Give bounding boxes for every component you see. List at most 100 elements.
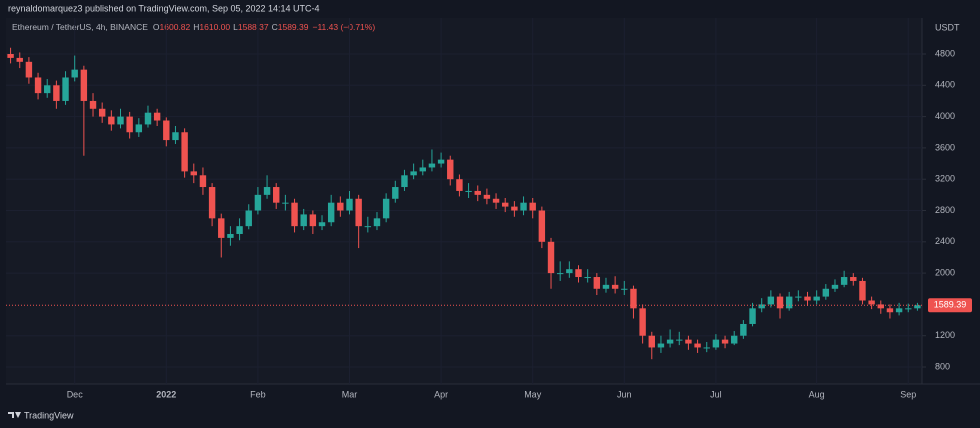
- candle-body: [428, 163, 436, 168]
- candle-body: [382, 198, 390, 219]
- candles: [7, 47, 921, 360]
- candle-body: [511, 206, 518, 211]
- candle-body: [813, 296, 820, 301]
- logo-icon: [8, 412, 21, 418]
- y-tick-label: 2800: [935, 205, 955, 215]
- candle-body: [859, 280, 866, 301]
- candle-body: [282, 202, 289, 204]
- candle-body: [263, 187, 271, 195]
- candle-body: [767, 296, 775, 305]
- candle-body: [401, 175, 408, 188]
- y-tick-label: 800: [935, 361, 950, 371]
- legend-key: O: [153, 22, 160, 32]
- candle-body: [318, 222, 326, 227]
- candle-body: [153, 112, 161, 121]
- x-tick-label: Sep: [900, 389, 916, 399]
- y-tick-label: 1200: [935, 330, 955, 340]
- candle-body: [694, 343, 701, 348]
- candle-body: [712, 339, 720, 348]
- candle-body: [483, 194, 491, 199]
- candle-body: [53, 85, 60, 101]
- candle-body: [785, 296, 793, 309]
- candle-body: [34, 77, 42, 94]
- candle-body: [740, 323, 747, 336]
- candle-body: [44, 85, 51, 94]
- x-tick-label: 2022: [156, 389, 176, 399]
- candle-body: [309, 214, 317, 227]
- legend-value: 1588.37: [238, 22, 269, 32]
- legend-change: −11.43 (−0.71%): [312, 22, 375, 32]
- legend-key: L: [233, 22, 238, 32]
- ohlc-legend: Ethereum / TetherUS, 4h, BINANCE O1600.82…: [12, 22, 375, 32]
- legend-value: 1589.39: [278, 22, 309, 32]
- last-price-box: [928, 298, 972, 313]
- last-price-label: 1589.39: [934, 300, 967, 310]
- y-tick-label: 2000: [935, 267, 955, 277]
- x-tick-label: Jul: [710, 389, 722, 399]
- currency-label: USDT: [935, 22, 960, 32]
- candle-body: [676, 339, 683, 341]
- candle-body: [419, 167, 426, 172]
- candle-body: [25, 61, 33, 78]
- grid: [6, 18, 922, 384]
- y-tick-label: 4000: [935, 111, 955, 121]
- candle-body: [437, 159, 445, 164]
- legend-value: 1600.82: [160, 22, 191, 32]
- candle-body: [840, 277, 848, 285]
- x-tick-label: Mar: [342, 389, 358, 399]
- x-tick-label: May: [524, 389, 542, 399]
- candle-body: [410, 171, 417, 176]
- candle-body: [62, 77, 69, 101]
- footer-text: TradingView: [24, 410, 74, 420]
- candle-body: [584, 277, 591, 279]
- candle-body: [538, 210, 546, 242]
- candle-body: [98, 108, 106, 117]
- candle-body: [456, 179, 463, 191]
- candle-body: [758, 304, 765, 309]
- candle-body: [355, 198, 362, 227]
- candle-body: [905, 308, 912, 310]
- candle-body: [850, 277, 857, 281]
- candle-body: [346, 198, 353, 211]
- candle-body: [593, 277, 601, 289]
- candle-body: [520, 202, 527, 211]
- candle-body: [611, 284, 619, 289]
- candle-body: [666, 339, 674, 344]
- candle-body: [16, 57, 23, 62]
- x-tick-label: Apr: [434, 389, 448, 399]
- candle-body: [566, 269, 573, 274]
- candle-body: [144, 112, 152, 125]
- candle-body: [227, 233, 234, 238]
- candle-body: [868, 300, 875, 305]
- x-tick-label: Dec: [67, 389, 84, 399]
- candle-body: [547, 241, 555, 274]
- publish-header: reynaldomarquez3 published on TradingVie…: [8, 3, 320, 13]
- candle-body: [273, 187, 280, 203]
- candle-body: [914, 305, 921, 309]
- x-tick-label: Jun: [617, 389, 632, 399]
- candle-body: [71, 69, 78, 78]
- candle-body: [502, 202, 509, 207]
- candle-body: [199, 175, 207, 188]
- symbol: Ethereum / TetherUS, 4h, BINANCE: [12, 22, 148, 32]
- candle-body: [447, 159, 454, 180]
- candle-body: [886, 308, 894, 313]
- candle-body: [776, 296, 784, 309]
- candle-body: [163, 120, 170, 141]
- candle-body: [721, 339, 729, 344]
- candle-body: [373, 218, 381, 227]
- candle-body: [291, 202, 298, 227]
- candle-body: [7, 53, 14, 58]
- plot-area: [6, 18, 922, 384]
- candle-body: [492, 198, 500, 203]
- y-tick-label: 4400: [935, 80, 955, 90]
- candle-body: [172, 132, 179, 141]
- candle-body: [575, 269, 582, 278]
- candle-body: [529, 202, 536, 211]
- candle-body: [749, 308, 756, 324]
- candle-body: [630, 288, 637, 309]
- candle-body: [126, 116, 133, 133]
- candle-body: [364, 226, 372, 228]
